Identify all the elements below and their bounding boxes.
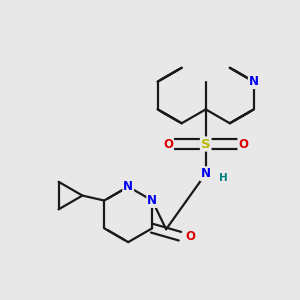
Text: O: O <box>163 138 173 151</box>
Text: N: N <box>201 167 211 180</box>
Text: S: S <box>201 138 211 151</box>
Text: N: N <box>147 194 157 207</box>
Text: O: O <box>185 230 195 243</box>
Text: N: N <box>249 75 259 88</box>
Text: H: H <box>219 173 227 183</box>
Text: O: O <box>238 138 248 151</box>
Text: N: N <box>123 180 133 193</box>
